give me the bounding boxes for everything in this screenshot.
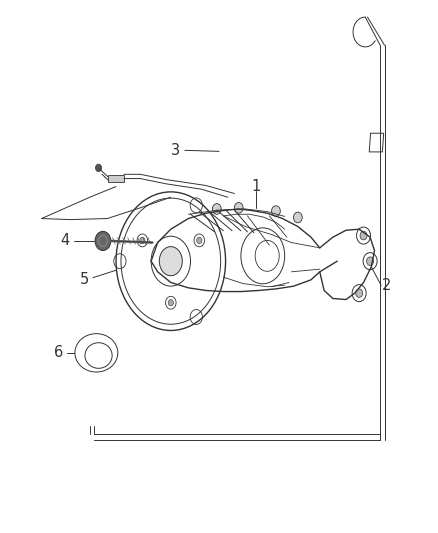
Circle shape — [95, 231, 111, 251]
Circle shape — [367, 257, 374, 265]
Circle shape — [293, 212, 302, 223]
Circle shape — [272, 206, 280, 216]
Text: 4: 4 — [60, 233, 70, 248]
Circle shape — [197, 237, 202, 244]
Circle shape — [95, 164, 102, 172]
Circle shape — [140, 237, 145, 244]
Circle shape — [360, 231, 367, 240]
Text: 6: 6 — [53, 345, 63, 360]
Text: 2: 2 — [381, 278, 391, 293]
Circle shape — [234, 203, 243, 213]
Circle shape — [168, 300, 173, 306]
Text: 5: 5 — [79, 272, 89, 287]
Circle shape — [212, 204, 221, 214]
Circle shape — [356, 289, 363, 297]
FancyBboxPatch shape — [108, 175, 124, 182]
Text: 3: 3 — [171, 143, 180, 158]
Ellipse shape — [159, 247, 182, 276]
Text: 1: 1 — [251, 179, 261, 194]
